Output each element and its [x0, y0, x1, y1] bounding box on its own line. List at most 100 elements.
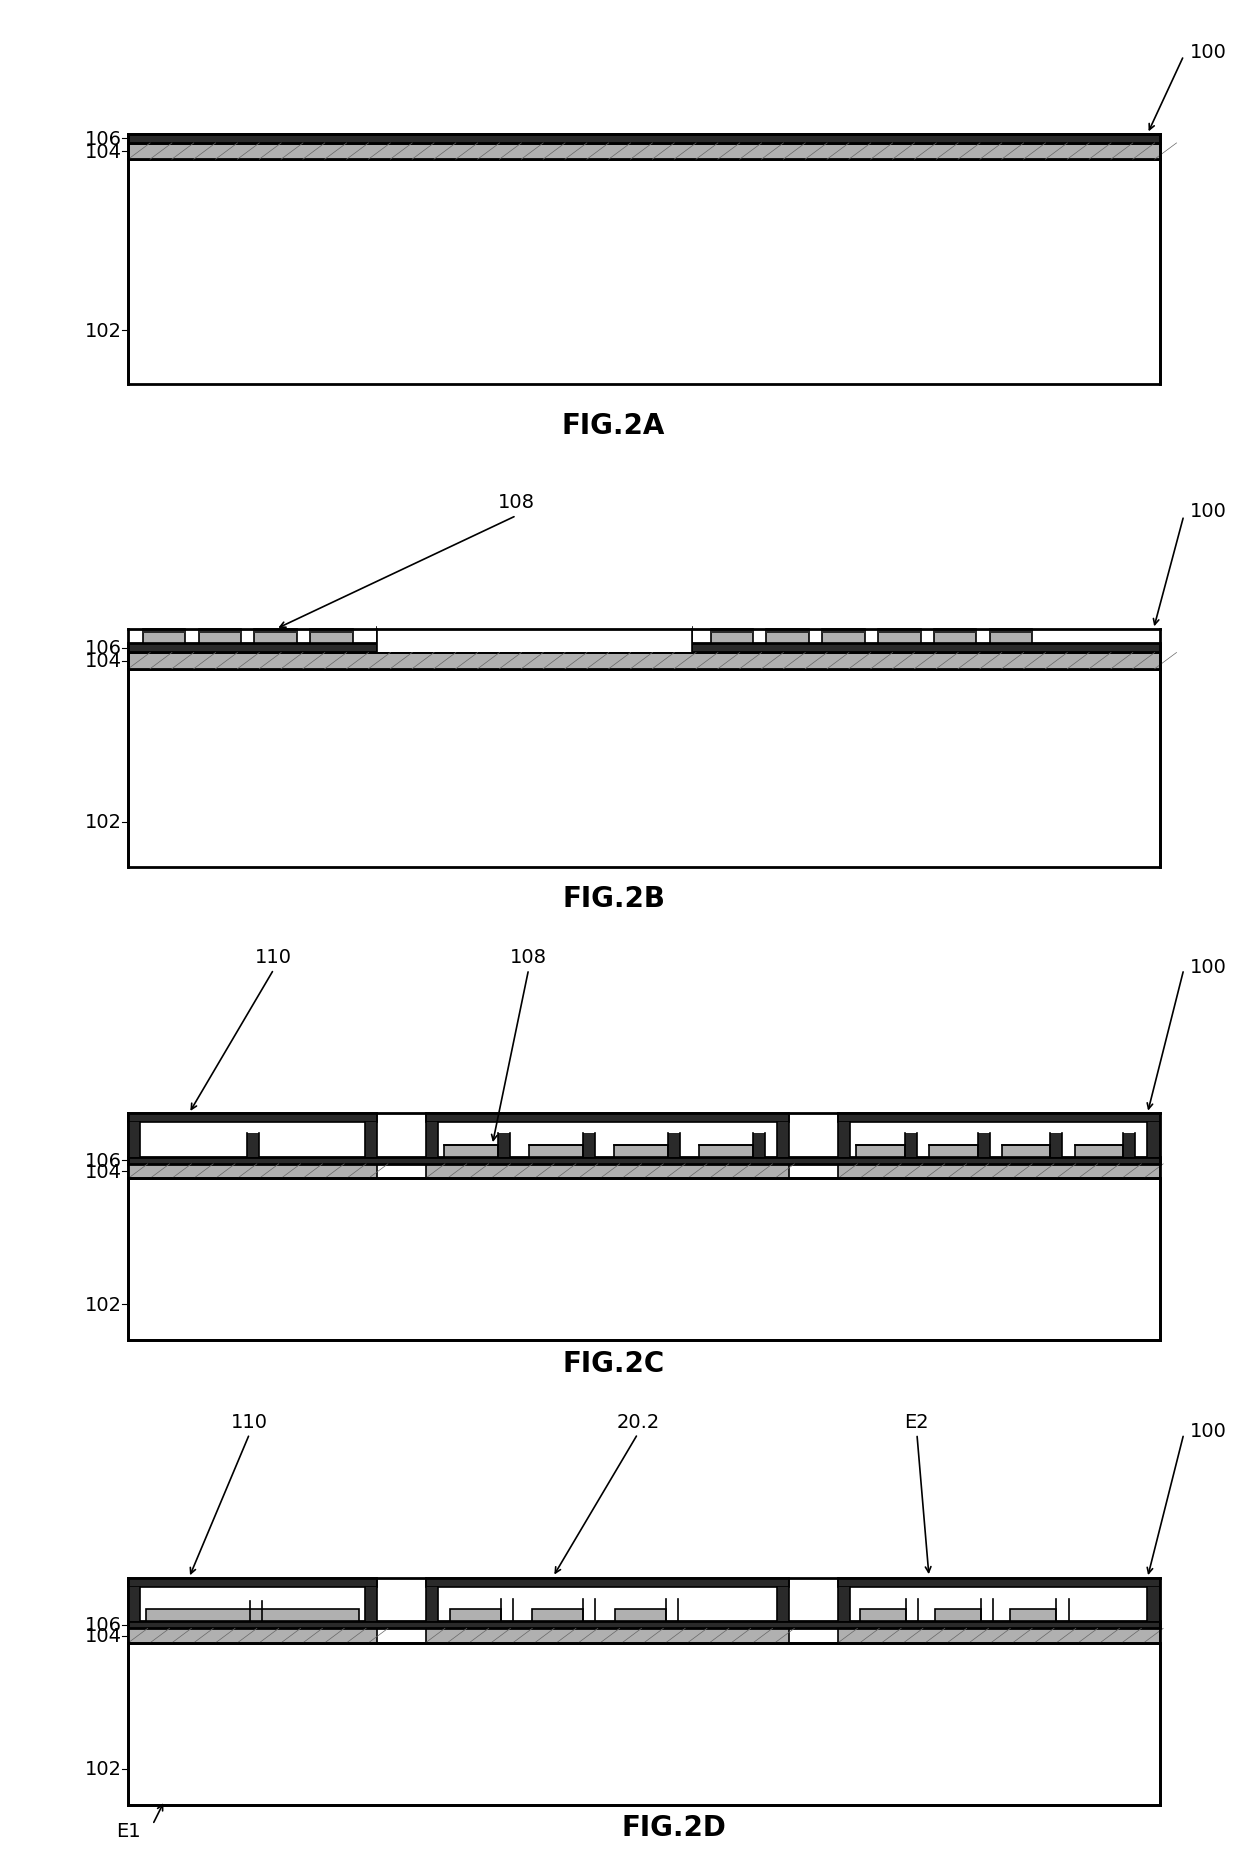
Bar — [711, 630, 753, 633]
Bar — [1123, 1133, 1136, 1157]
Bar — [614, 1146, 668, 1157]
Bar — [990, 630, 1032, 633]
Bar — [777, 1123, 790, 1157]
Bar — [128, 1157, 1159, 1164]
Text: E2: E2 — [904, 1411, 929, 1432]
Bar — [1075, 1146, 1123, 1157]
Bar — [450, 1610, 501, 1621]
Bar — [425, 1123, 438, 1157]
Bar — [1002, 1146, 1050, 1157]
Text: 100: 100 — [1190, 1422, 1226, 1441]
Bar — [425, 1578, 790, 1588]
Bar — [929, 1146, 977, 1157]
Bar — [753, 1133, 765, 1157]
Text: 104: 104 — [86, 1627, 123, 1645]
Text: 104: 104 — [86, 143, 123, 162]
Bar — [365, 1588, 377, 1621]
Bar — [698, 1146, 753, 1157]
Text: 110: 110 — [231, 1411, 268, 1432]
Bar — [838, 1578, 1159, 1588]
Bar — [711, 630, 753, 644]
Text: 102: 102 — [86, 1759, 123, 1779]
Bar — [1147, 1123, 1159, 1157]
Bar — [128, 1643, 1159, 1805]
Text: 106: 106 — [86, 639, 123, 657]
Bar — [310, 630, 352, 633]
Bar — [934, 630, 976, 644]
Text: 106: 106 — [86, 1616, 123, 1634]
Text: 100: 100 — [1190, 43, 1226, 61]
Bar — [777, 1588, 790, 1621]
Bar — [859, 1610, 906, 1621]
Text: 106: 106 — [86, 130, 123, 149]
Text: 100: 100 — [1190, 501, 1226, 522]
Bar — [766, 630, 808, 633]
Text: FIG.2A: FIG.2A — [562, 410, 666, 440]
Bar — [1147, 1588, 1159, 1621]
Bar — [990, 630, 1032, 644]
Text: 108: 108 — [510, 947, 547, 967]
Bar — [857, 1146, 905, 1157]
Bar — [128, 1578, 377, 1588]
Bar — [425, 1629, 790, 1643]
Bar — [425, 1114, 790, 1123]
Text: 106: 106 — [86, 1151, 123, 1170]
Text: 102: 102 — [86, 321, 123, 340]
Bar — [838, 1164, 1159, 1179]
Bar — [128, 644, 1159, 654]
Bar — [146, 1610, 358, 1621]
Bar — [254, 630, 296, 644]
Bar — [905, 1133, 916, 1157]
Bar — [838, 1588, 851, 1621]
Bar — [128, 1179, 1159, 1341]
Text: E1: E1 — [117, 1820, 140, 1840]
Text: FIG.2C: FIG.2C — [563, 1348, 665, 1376]
Bar — [766, 630, 808, 644]
Text: 102: 102 — [86, 1294, 123, 1315]
Bar — [143, 630, 185, 644]
Bar — [878, 630, 920, 644]
Bar — [425, 1588, 438, 1621]
Bar — [128, 1123, 140, 1157]
Text: 100: 100 — [1190, 958, 1226, 977]
Bar — [498, 1133, 511, 1157]
Bar — [1011, 1610, 1056, 1621]
Bar — [838, 1114, 1159, 1123]
Text: 104: 104 — [86, 1162, 123, 1181]
Text: FIG.2B: FIG.2B — [562, 884, 665, 912]
Text: 102: 102 — [86, 813, 123, 832]
Text: 20.2: 20.2 — [616, 1411, 660, 1432]
Bar — [310, 630, 352, 644]
Text: 108: 108 — [498, 492, 534, 513]
Bar — [128, 136, 1159, 143]
Bar — [377, 626, 692, 654]
Bar — [668, 1133, 681, 1157]
Bar — [247, 1133, 259, 1157]
Bar — [254, 630, 296, 633]
Bar — [977, 1133, 990, 1157]
Bar — [528, 1146, 583, 1157]
Bar — [934, 630, 976, 633]
Text: FIG.2D: FIG.2D — [621, 1812, 727, 1840]
Bar — [128, 1114, 377, 1123]
Bar — [444, 1146, 498, 1157]
Bar — [128, 1588, 140, 1621]
Bar — [128, 669, 1159, 867]
Bar — [198, 630, 241, 633]
Bar — [822, 630, 864, 644]
Bar — [128, 1621, 1159, 1629]
Bar — [128, 1629, 377, 1643]
Bar — [935, 1610, 981, 1621]
Bar — [615, 1610, 666, 1621]
Bar — [128, 143, 1159, 160]
Bar — [128, 654, 1159, 669]
Bar — [878, 630, 920, 633]
Bar — [1050, 1133, 1063, 1157]
Bar — [838, 1123, 851, 1157]
Bar — [143, 630, 185, 633]
Bar — [583, 1133, 595, 1157]
Bar — [838, 1629, 1159, 1643]
Text: 110: 110 — [255, 947, 293, 967]
Bar — [198, 630, 241, 644]
Bar — [425, 1164, 790, 1179]
